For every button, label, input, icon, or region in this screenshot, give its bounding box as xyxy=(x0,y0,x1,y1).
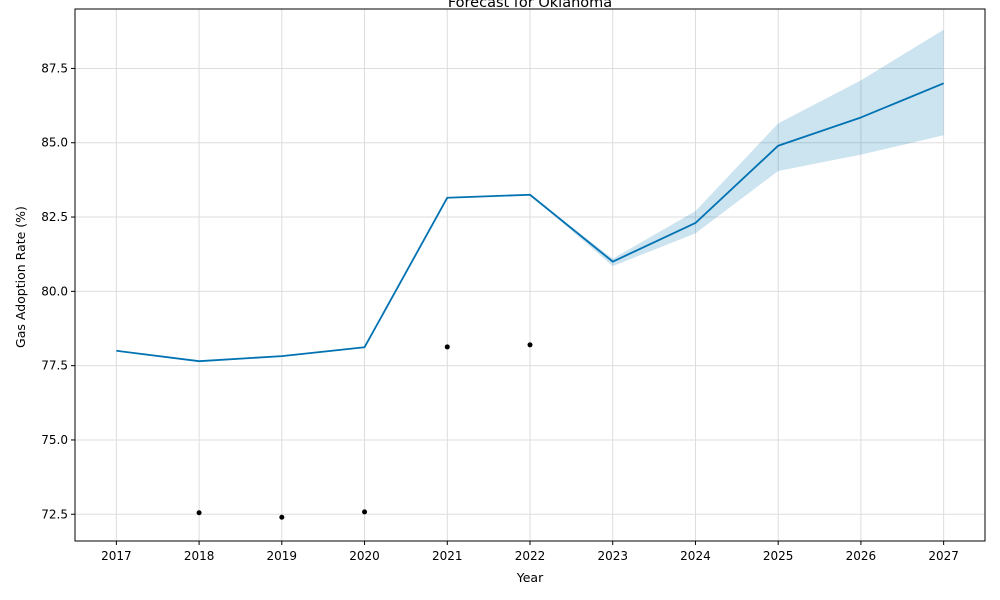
x-tick-label: 2024 xyxy=(680,549,711,563)
x-axis-label: Year xyxy=(516,570,544,585)
y-axis-ticks: 72.5 75.0 77.5 80.0 82.5 85.0 87.5 xyxy=(41,61,75,521)
x-tick-label: 2021 xyxy=(432,549,463,563)
y-tick-label: 82.5 xyxy=(41,210,68,224)
x-tick-label: 2023 xyxy=(597,549,628,563)
observed-point xyxy=(279,514,285,520)
observed-point xyxy=(362,509,368,515)
x-tick-label: 2018 xyxy=(184,549,215,563)
y-tick-label: 77.5 xyxy=(41,359,68,373)
y-tick-label: 87.5 xyxy=(41,61,68,75)
y-tick-label: 75.0 xyxy=(41,433,68,447)
forecast-line xyxy=(116,82,944,363)
x-tick-label: 2022 xyxy=(515,549,546,563)
observed-point xyxy=(196,510,202,516)
observed-point xyxy=(527,342,533,348)
grid-lines xyxy=(75,9,985,541)
x-tick-label: 2025 xyxy=(763,549,794,563)
y-tick-label: 85.0 xyxy=(41,136,68,150)
x-tick-label: 2027 xyxy=(928,549,959,563)
observed-points xyxy=(196,342,533,520)
y-tick-label: 72.5 xyxy=(41,507,68,521)
x-tick-label: 2017 xyxy=(101,549,132,563)
x-axis-ticks: 2017 2018 2019 2020 2021 2022 2023 2024 2025 2026… xyxy=(101,541,959,563)
x-tick-label: 2026 xyxy=(846,549,877,563)
y-axis-label: Gas Adoption Rate (%) xyxy=(13,206,28,348)
observed-point xyxy=(444,344,450,350)
forecast-line-group xyxy=(116,82,944,363)
y-tick-label: 80.0 xyxy=(41,284,68,298)
x-tick-label: 2020 xyxy=(349,549,380,563)
chart-title: Forecast for Oklahoma xyxy=(448,0,612,11)
x-tick-label: 2019 xyxy=(267,549,298,563)
